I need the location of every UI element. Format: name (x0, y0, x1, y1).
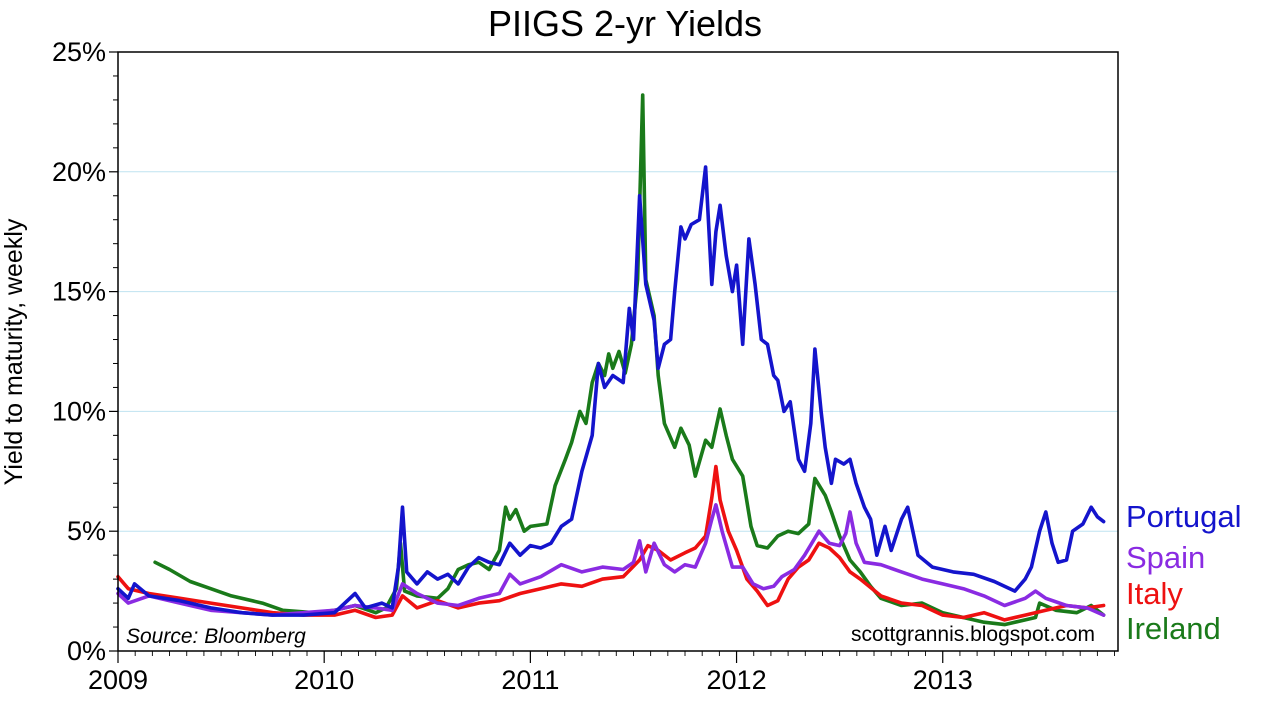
y-tick-label: 5% (67, 516, 106, 546)
legend-label-ireland: Ireland (1126, 611, 1221, 646)
series-lines (116, 93, 1106, 627)
x-tick-label: 2012 (707, 665, 767, 695)
series-line-portugal (116, 165, 1106, 617)
y-tick-label: 15% (52, 277, 106, 307)
legend-label-spain: Spain (1126, 540, 1205, 575)
series-line-ireland (153, 93, 1106, 627)
legend-label-italy: Italy (1126, 576, 1183, 611)
y-tick-label: 20% (52, 157, 106, 187)
legend-label-portugal: Portugal (1126, 499, 1241, 534)
chart-title: PIIGS 2-yr Yields (488, 3, 762, 44)
y-tick-label: 25% (52, 37, 106, 67)
grid (118, 51, 1118, 532)
y-tick-label: 0% (67, 636, 106, 666)
x-tick-label: 2013 (913, 665, 973, 695)
source-note: Source: Bloomberg (126, 625, 306, 648)
watermark: scottgrannis.blogspot.com (851, 623, 1095, 646)
axis-ticks: 0% 5% 10% 15% 20% 25% 2009 2010 2011 2012 2013 (52, 37, 1116, 695)
series-line-italy (116, 464, 1106, 622)
y-tick-label: 10% (52, 396, 106, 426)
series-line-spain (116, 503, 1106, 617)
plot-frame (117, 51, 1119, 652)
x-tick-label: 2010 (294, 665, 354, 695)
x-tick-label: 2011 (501, 665, 559, 695)
x-tick-label: 2009 (88, 665, 148, 695)
y-axis-label: Yield to maturity, weekly (0, 218, 28, 485)
